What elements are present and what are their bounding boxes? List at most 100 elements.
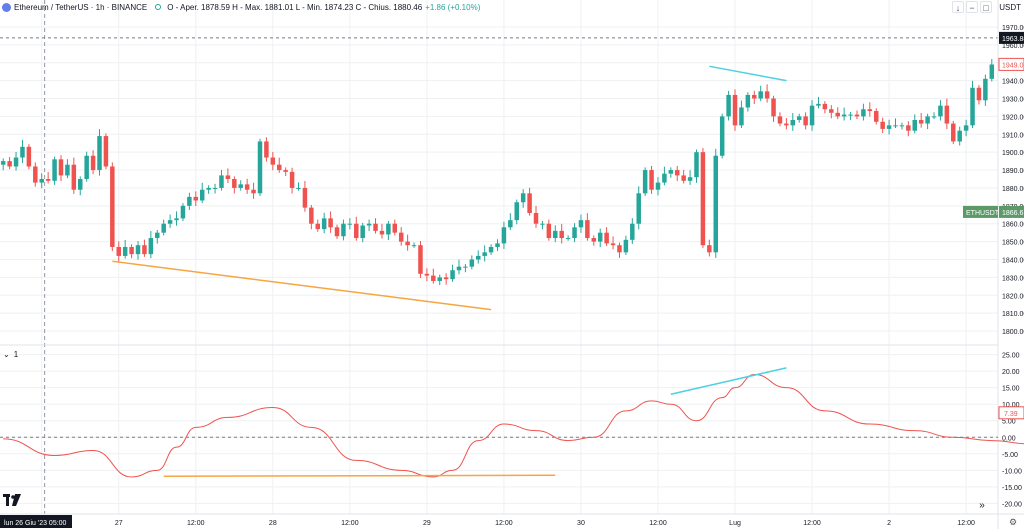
candle-body (321, 218, 327, 230)
price-tick-label: 1850.00 (1002, 240, 1024, 247)
oscillator-tick-label: 5.00 (1002, 419, 1016, 426)
oscillator-tick-label: 15.00 (1002, 386, 1020, 393)
candle-body (366, 223, 372, 226)
orange-price-trendline (112, 260, 492, 311)
oscillator-tick-label: -10.00 (1002, 468, 1022, 475)
oscillator-axis[interactable]: 25.00 20.00 15.00 10.00 5.00 0.00 -5.00 -10.00 -… (1002, 353, 1022, 509)
candle-body (475, 255, 481, 260)
candle-body (276, 164, 282, 171)
candle-body (148, 238, 154, 255)
time-tick-label: 12:00 (803, 520, 821, 527)
candle-body (20, 146, 25, 158)
candle-body (238, 184, 243, 188)
candle-body (251, 189, 256, 194)
time-tick-label: 29 (423, 520, 431, 527)
candle-body (662, 173, 667, 183)
candle-body (585, 220, 590, 239)
price-tick-label: 1860.00 (1002, 222, 1024, 229)
candle-body (26, 146, 32, 167)
candle-body (841, 114, 847, 117)
candle-body (482, 252, 487, 256)
time-tick-label: 12:00 (649, 520, 667, 527)
candle-body (803, 116, 808, 126)
time-tick-label: 30 (577, 520, 585, 527)
candle-body (694, 152, 699, 178)
symbol-title[interactable]: Ethereum / TetherUS · 1h · BINANCE (14, 2, 148, 12)
candle-body (180, 205, 186, 219)
chevron-down-icon[interactable]: ⌄ (3, 350, 10, 359)
oscillator-tick-label: -20.00 (1002, 501, 1022, 508)
candle-body (45, 179, 51, 181)
candle-body (630, 223, 635, 240)
orange-oscillator-trendline (163, 474, 556, 478)
candle-body (610, 243, 616, 246)
trendlines[interactable] (112, 65, 787, 478)
candle-body (559, 230, 564, 239)
candle-body (7, 161, 12, 167)
candle-body (90, 155, 96, 171)
candle-body (52, 159, 57, 181)
price-tick-label: 1880.00 (1002, 186, 1024, 193)
candle-body (976, 87, 982, 101)
gear-icon[interactable]: ⚙ (1009, 517, 1018, 527)
candle-body (84, 155, 89, 179)
candle-body (71, 164, 77, 190)
price-tag-dark-label: 1963.88 (1002, 36, 1024, 43)
candle-body (636, 193, 641, 224)
candle-body (809, 105, 815, 126)
candle-body (700, 152, 706, 246)
time-axis[interactable]: 12:00 27 12:00 28 12:00 29 12:00 30 12:00 Lug 12:0… (0, 515, 975, 528)
candle-body (674, 170, 680, 176)
candle-body (289, 171, 295, 188)
candle-body (829, 109, 834, 113)
symbol-legend[interactable]: Ethereum / TetherUS · 1h · BINANCE O - A… (0, 0, 480, 14)
candle-body (681, 175, 686, 181)
candle-body (572, 227, 577, 239)
candle-body (886, 125, 892, 129)
candle-body (854, 114, 860, 117)
last-price-tag (999, 205, 1024, 218)
candle-body (764, 91, 770, 99)
oscillator-tick-label: 25.00 (1002, 353, 1020, 360)
market-status-icon (155, 4, 162, 10)
scale-down-button[interactable]: ↓ (952, 1, 964, 13)
candle-body (565, 238, 571, 240)
price-tick-label: 1820.00 (1002, 293, 1024, 300)
scroll-to-realtime-button[interactable]: » (979, 500, 985, 511)
candle-body (469, 259, 475, 267)
oscillator-pane (0, 373, 1024, 478)
candle-body (347, 223, 353, 225)
candle-body (58, 159, 64, 176)
candle-body (540, 223, 545, 225)
minimize-pane-button[interactable]: − (966, 1, 978, 13)
candle-body (880, 121, 885, 129)
candle-body (341, 223, 346, 237)
time-tick-label: 12:00 (187, 520, 205, 527)
price-axis[interactable]: 1970.001960.001950.001940.001930.001920.… (1002, 25, 1024, 336)
symbol-tag-label: ETHUSDT (966, 210, 1000, 217)
candle-body (437, 277, 442, 281)
candle-body (398, 232, 404, 242)
time-tick-label: 12:00 (957, 520, 975, 527)
oscillator-tick-label: 20.00 (1002, 369, 1020, 376)
candle-body (257, 141, 263, 194)
candle-body (13, 157, 19, 167)
price-tick-label: 1920.00 (1002, 114, 1024, 121)
maximize-pane-button[interactable]: □ (980, 1, 992, 13)
candle-body (225, 175, 231, 179)
candle-body (983, 78, 988, 101)
candle-body (771, 98, 776, 117)
candle-body (77, 179, 83, 190)
oscillator-tick-label: -15.00 (1002, 485, 1022, 492)
candle-body (649, 170, 654, 190)
candle-body (777, 116, 783, 124)
time-tick-label: Lug (729, 520, 741, 527)
price-tick-label: 1910.00 (1002, 132, 1024, 139)
candle-body (309, 207, 314, 224)
candle-body (508, 220, 513, 228)
price-tag-dark (999, 31, 1024, 44)
indicator-legend[interactable]: ⌄ 1 (3, 350, 18, 359)
candle-body (790, 119, 796, 126)
ethereum-icon (2, 2, 11, 12)
